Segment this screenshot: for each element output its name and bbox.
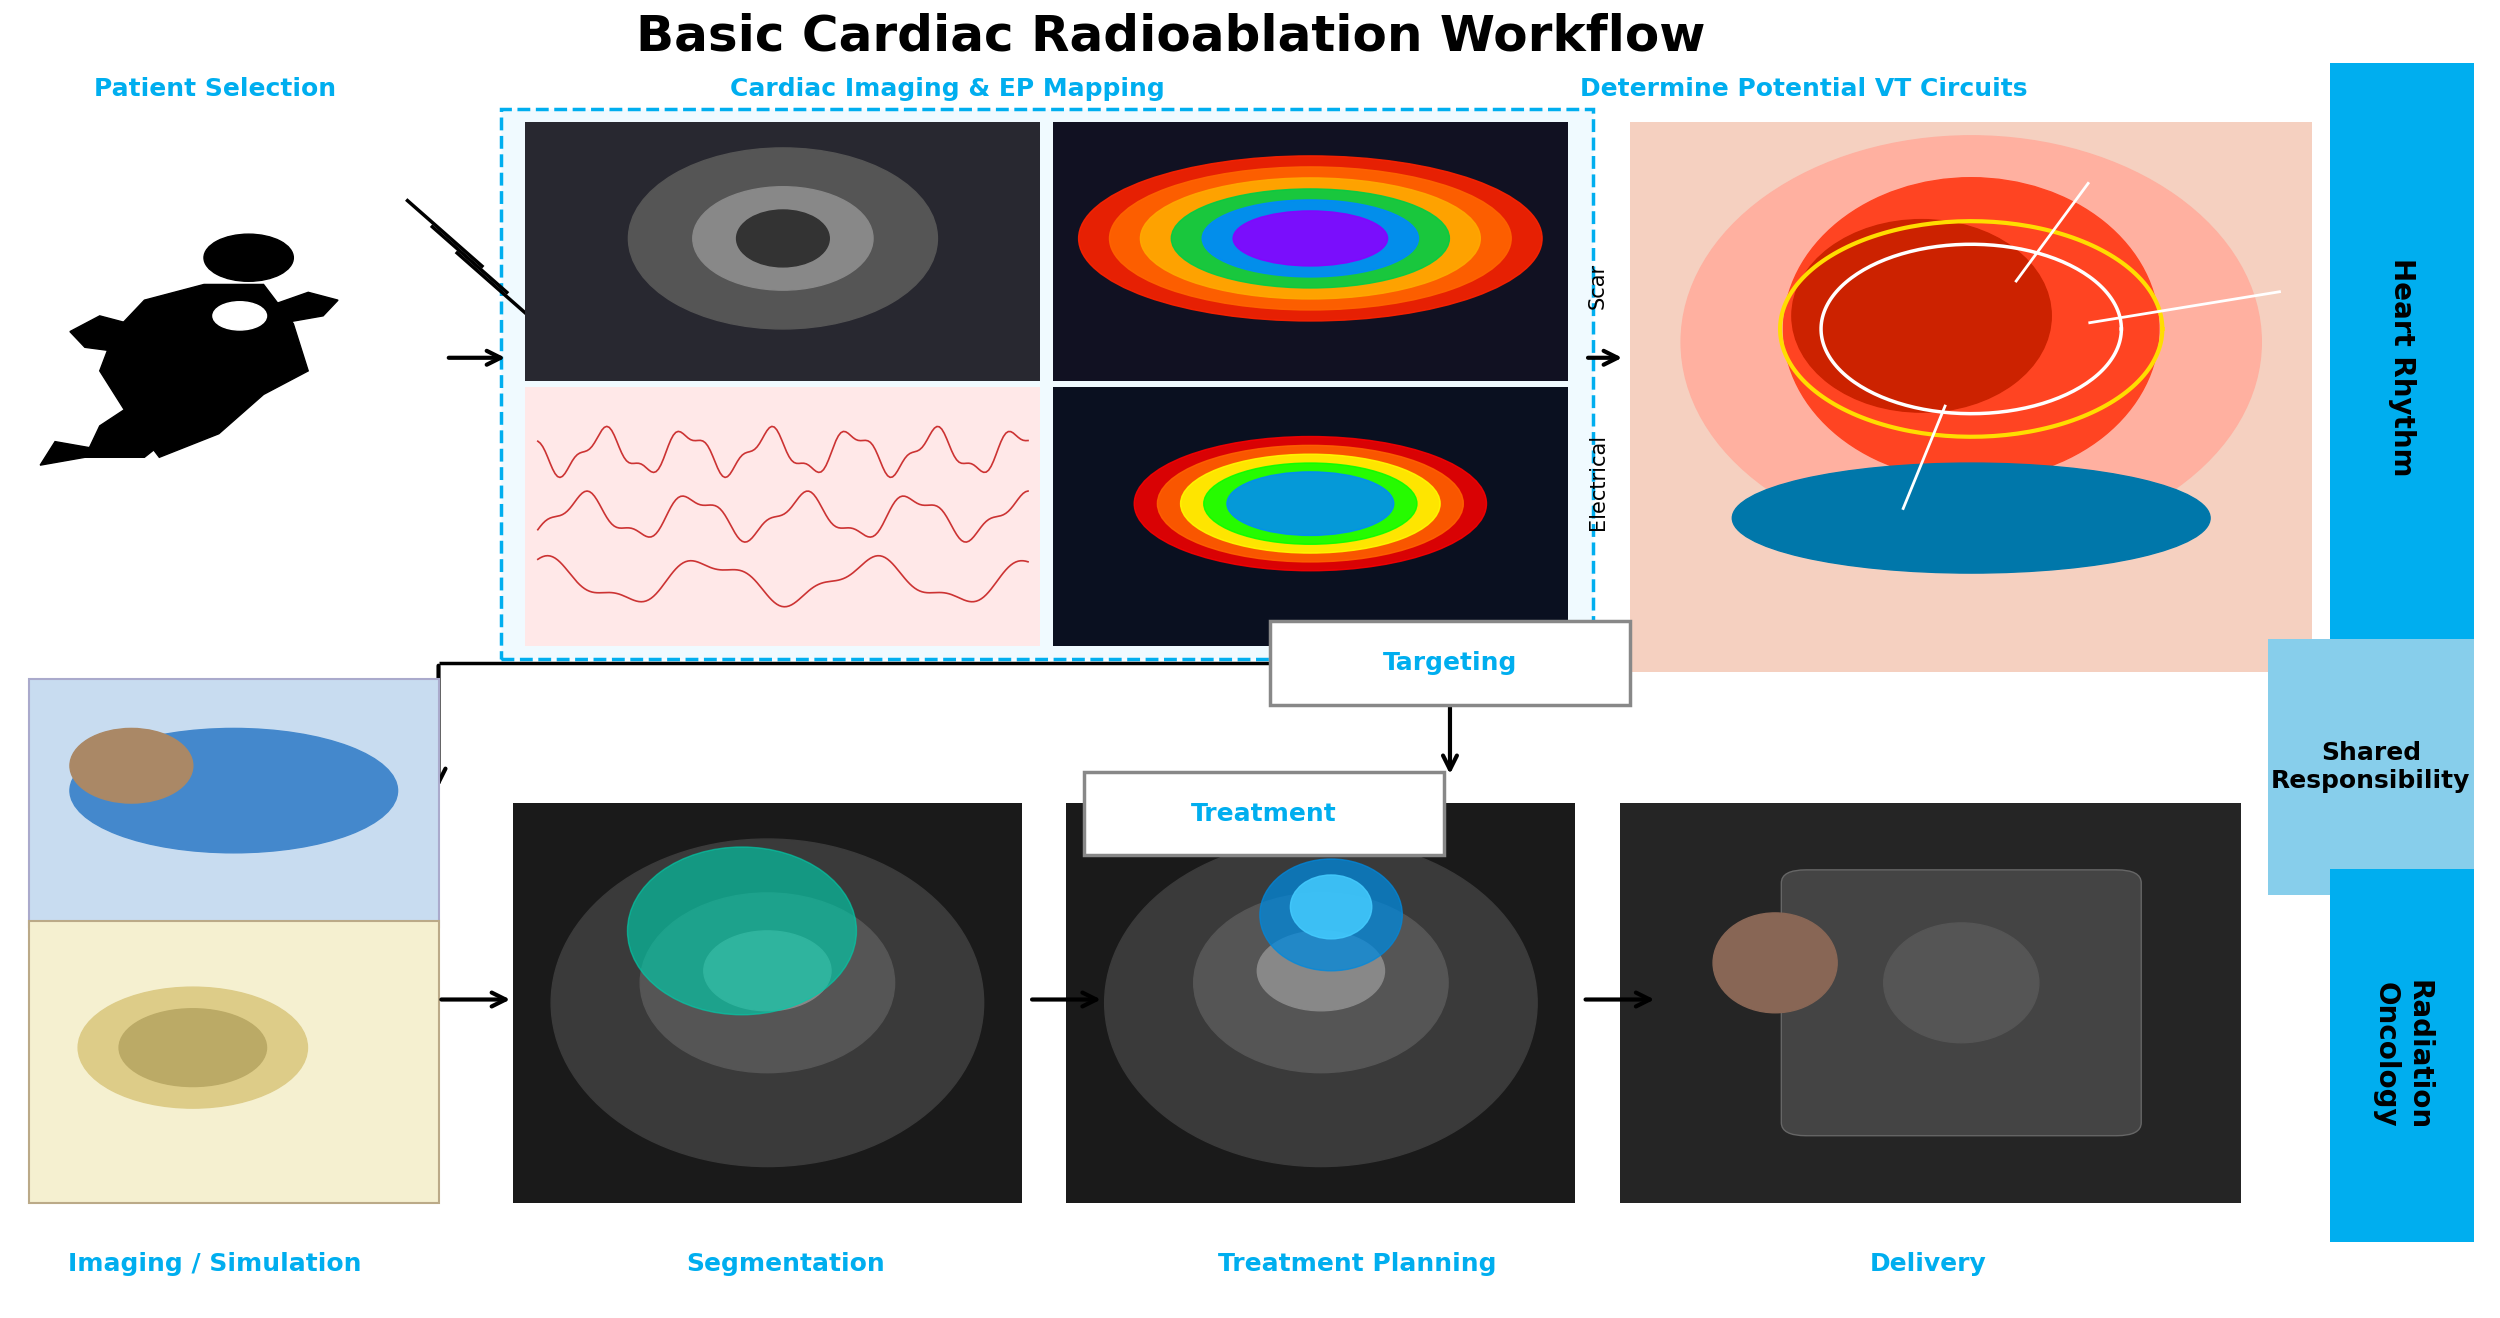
Polygon shape xyxy=(70,316,205,355)
FancyBboxPatch shape xyxy=(2330,63,2475,672)
FancyBboxPatch shape xyxy=(1068,803,1575,1202)
Circle shape xyxy=(213,302,268,330)
Ellipse shape xyxy=(1202,200,1418,277)
Text: Treatment: Treatment xyxy=(1190,801,1338,825)
Polygon shape xyxy=(100,285,308,457)
FancyBboxPatch shape xyxy=(30,679,437,928)
FancyBboxPatch shape xyxy=(2330,869,2475,1242)
Text: Shared
Responsibility: Shared Responsibility xyxy=(2270,741,2470,793)
Ellipse shape xyxy=(1258,931,1385,1011)
Ellipse shape xyxy=(1105,840,1538,1166)
Text: Targeting: Targeting xyxy=(1383,651,1518,675)
Ellipse shape xyxy=(1680,136,2262,548)
Text: Segmentation: Segmentation xyxy=(688,1252,885,1276)
Ellipse shape xyxy=(70,729,192,803)
Ellipse shape xyxy=(738,210,830,266)
Ellipse shape xyxy=(640,892,895,1073)
Polygon shape xyxy=(40,442,100,465)
FancyBboxPatch shape xyxy=(500,109,1592,659)
FancyBboxPatch shape xyxy=(1052,123,1568,381)
Polygon shape xyxy=(262,293,338,324)
Text: Scar: Scar xyxy=(1588,262,1608,308)
Circle shape xyxy=(120,1008,268,1086)
FancyBboxPatch shape xyxy=(1085,771,1445,855)
Circle shape xyxy=(205,235,292,281)
Ellipse shape xyxy=(550,840,982,1166)
Ellipse shape xyxy=(1260,859,1402,971)
Ellipse shape xyxy=(628,148,938,330)
FancyBboxPatch shape xyxy=(512,803,1022,1202)
Ellipse shape xyxy=(1792,220,2052,413)
Ellipse shape xyxy=(1882,923,2040,1043)
Text: Patient Selection: Patient Selection xyxy=(95,78,335,101)
Text: Treatment Planning: Treatment Planning xyxy=(1218,1252,1495,1276)
Circle shape xyxy=(78,987,308,1108)
Ellipse shape xyxy=(1140,178,1480,299)
Ellipse shape xyxy=(1110,167,1510,310)
FancyBboxPatch shape xyxy=(1620,803,2240,1202)
FancyBboxPatch shape xyxy=(2268,639,2475,895)
Ellipse shape xyxy=(1713,913,1838,1012)
FancyBboxPatch shape xyxy=(525,387,1040,646)
Ellipse shape xyxy=(1202,463,1418,544)
Ellipse shape xyxy=(1135,436,1488,571)
Text: Delivery: Delivery xyxy=(1870,1252,1985,1276)
Ellipse shape xyxy=(1232,211,1388,266)
Ellipse shape xyxy=(1180,455,1440,554)
Ellipse shape xyxy=(705,931,830,1011)
Ellipse shape xyxy=(1782,178,2160,480)
Ellipse shape xyxy=(693,187,872,290)
FancyBboxPatch shape xyxy=(525,123,1040,381)
Text: Basic Cardiac Radioablation Workflow: Basic Cardiac Radioablation Workflow xyxy=(635,13,1705,61)
Text: Determine Potential VT Circuits: Determine Potential VT Circuits xyxy=(1580,78,2028,101)
FancyBboxPatch shape xyxy=(1270,621,1630,705)
Ellipse shape xyxy=(1192,892,1448,1073)
Ellipse shape xyxy=(1158,445,1462,561)
Ellipse shape xyxy=(628,847,858,1015)
FancyBboxPatch shape xyxy=(1782,870,2140,1136)
FancyBboxPatch shape xyxy=(1052,387,1568,646)
Text: Imaging / Simulation: Imaging / Simulation xyxy=(68,1252,362,1276)
FancyBboxPatch shape xyxy=(30,921,437,1202)
Ellipse shape xyxy=(1078,156,1542,322)
Ellipse shape xyxy=(1290,875,1372,938)
Ellipse shape xyxy=(1732,463,2210,573)
Ellipse shape xyxy=(1228,472,1395,535)
Text: Cardiac Imaging & EP Mapping: Cardiac Imaging & EP Mapping xyxy=(730,78,1165,101)
Ellipse shape xyxy=(70,729,398,853)
Text: Heart Rhythm: Heart Rhythm xyxy=(2388,258,2415,477)
Text: Radiation
Oncology: Radiation Oncology xyxy=(2372,981,2432,1131)
FancyBboxPatch shape xyxy=(1630,123,2312,672)
Ellipse shape xyxy=(1172,188,1450,287)
Polygon shape xyxy=(85,386,205,457)
Text: Electrical: Electrical xyxy=(1588,434,1608,530)
